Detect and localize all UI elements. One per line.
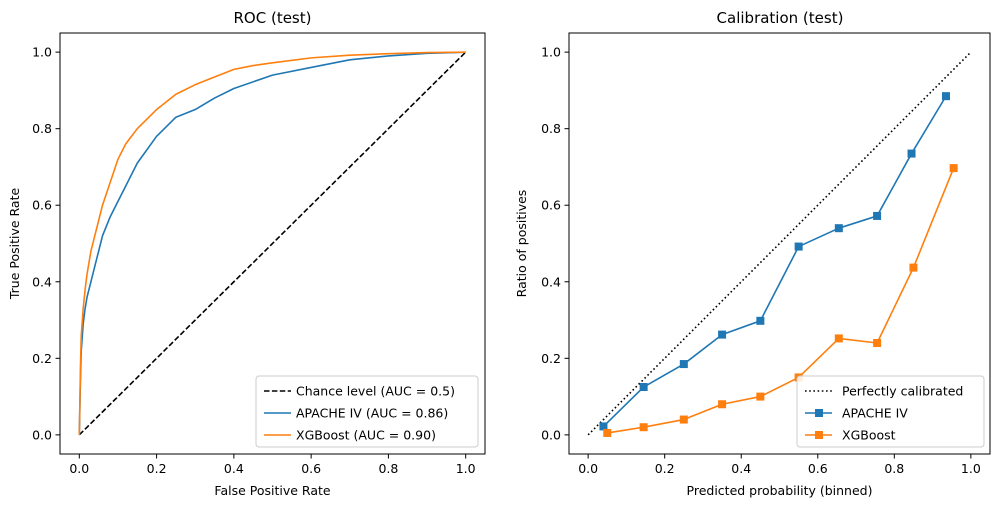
calibration-x-tick-label: 0.0 (578, 461, 598, 476)
roc-series-group (78, 51, 467, 436)
roc-x-tick-label: 0.0 (69, 461, 89, 476)
calibration-series-1-point (679, 360, 688, 369)
calibration-legend-xgboost-marker (815, 431, 823, 439)
calibration-series-2-point (949, 164, 958, 173)
calibration-series-1-point (756, 316, 765, 325)
roc-legend-apache-label: APACHE IV (AUC = 0.86) (296, 406, 448, 421)
calibration-legend-xgboost-label: XGBoost (842, 428, 896, 443)
roc-legend-xgboost-label: XGBoost (AUC = 0.90) (296, 428, 436, 443)
calibration-y-tick-label: 1.0 (541, 45, 561, 60)
roc-y-tick-label: 0.6 (32, 198, 52, 213)
calibration-series-2-point (603, 428, 612, 437)
calibration-x-tick-label: 0.4 (731, 461, 751, 476)
calibration-series-1-point (941, 92, 950, 101)
calibration-series-1-point (718, 330, 727, 339)
roc-x-tick-label: 0.6 (301, 461, 321, 476)
roc-series-line-1 (78, 51, 466, 435)
calibration-legend-box (796, 375, 985, 448)
roc-x-tick-label: 0.2 (147, 461, 167, 476)
calibration-y-tick-label: 0.2 (541, 351, 561, 366)
calibration-legend-apache-marker (815, 409, 823, 417)
calibration-series-1-point (834, 224, 843, 233)
calibration-legend-perfect-label: Perfectly calibrated (842, 384, 963, 399)
calibration-series-2-point (834, 334, 843, 343)
roc-y-tick-label: 1.0 (32, 45, 52, 60)
calibration-axes-frame (568, 32, 991, 455)
calibration-y-tick-label: 0.0 (541, 427, 561, 442)
roc-y-tick-label: 0.2 (32, 351, 52, 366)
calibration-legend-apache-label: APACHE IV (842, 406, 908, 421)
calibration-y-tick-label: 0.6 (541, 198, 561, 213)
calibration-x-tick-label: 0.8 (884, 461, 904, 476)
calibration-series-1-point (907, 149, 916, 158)
calibration-panel: Calibration (test) 0.0 0.2 0.4 0.6 0.8 1.00.0… (514, 9, 991, 498)
roc-axes-frame (59, 32, 486, 455)
calibration-ticks: 0.0 0.2 0.4 0.6 0.8 1.0 0.0 0.2 0.4 0.6 0.8 1.0 (541, 45, 981, 476)
calibration-series-group (587, 51, 972, 437)
calibration-series-line-1 (602, 95, 947, 428)
roc-x-axis-label: False Positive Rate (214, 483, 330, 498)
calibration-x-tick-label: 0.2 (655, 461, 675, 476)
calibration-series-line-2 (607, 167, 955, 434)
calibration-series-2-point (873, 339, 882, 348)
calibration-series-1-point (599, 422, 608, 431)
calibration-title: Calibration (test) (717, 9, 844, 27)
roc-y-tick-label: 0.0 (32, 427, 52, 442)
roc-legend-chance-label: Chance level (AUC = 0.5) (296, 384, 455, 399)
roc-legend-box (255, 375, 479, 448)
calibration-x-tick-label: 0.6 (808, 461, 828, 476)
calibration-y-tick-label: 0.8 (541, 121, 561, 136)
roc-x-tick-label: 0.4 (224, 461, 244, 476)
roc-panel: ROC (test) 0.0 0.2 0.4 0.6 0.8 1.00.00.20.40.… (7, 9, 486, 498)
calibration-series-1-point (873, 211, 882, 220)
roc-x-tick-label: 0.8 (378, 461, 398, 476)
calibration-series-2-point (756, 392, 765, 401)
roc-title: ROC (test) (234, 9, 312, 27)
roc-x-tick-label: 1.0 (456, 461, 476, 476)
roc-series-line-0 (78, 51, 467, 436)
calibration-x-tick-label: 1.0 (961, 461, 981, 476)
roc-series-line-2 (78, 51, 466, 435)
calibration-series-2-point (679, 415, 688, 424)
calibration-series-2-point (718, 400, 727, 409)
calibration-series-1-point (794, 242, 803, 251)
calibration-series-1-point (639, 383, 648, 392)
calibration-x-axis-label: Predicted probability (binned) (687, 483, 873, 498)
roc-y-axis-label: True Positive Rate (7, 188, 22, 301)
roc-y-tick-label: 0.4 (32, 274, 52, 289)
roc-ticks: 0.0 0.2 0.4 0.6 0.8 1.0 0.0 0.2 0.4 0.6 0.8 1.0 (32, 45, 476, 476)
calibration-series-2-point (639, 423, 648, 432)
calibration-legend: Perfectly calibrated APACHE IV XGBoost (796, 375, 985, 448)
calibration-y-tick-label: 0.4 (541, 274, 561, 289)
roc-legend: Chance level (AUC = 0.5) APACHE IV (AUC … (255, 375, 479, 448)
calibration-y-axis-label: Ratio of positives (514, 190, 529, 298)
calibration-series-2-point (909, 263, 918, 272)
roc-y-tick-label: 0.8 (32, 121, 52, 136)
